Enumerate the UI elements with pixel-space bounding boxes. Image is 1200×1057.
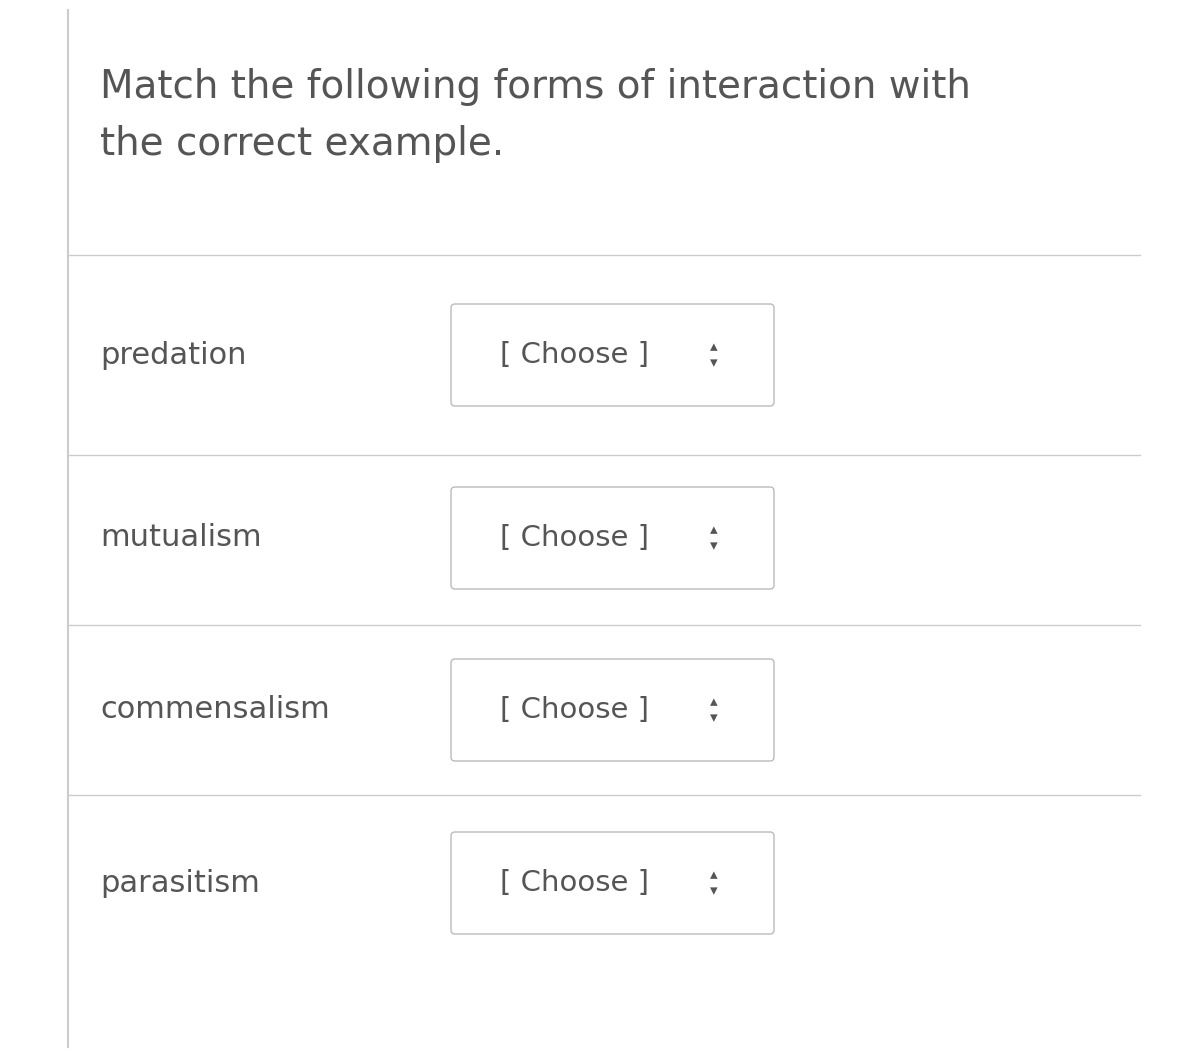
Text: Match the following forms of interaction with: Match the following forms of interaction… [100, 68, 971, 106]
Text: [ Choose ]: [ Choose ] [500, 869, 649, 897]
FancyBboxPatch shape [451, 659, 774, 761]
Text: [ Choose ]: [ Choose ] [500, 341, 649, 369]
Text: the correct example.: the correct example. [100, 125, 504, 163]
FancyBboxPatch shape [451, 487, 774, 589]
Text: ▾: ▾ [709, 710, 718, 725]
Text: ▴: ▴ [709, 868, 718, 883]
FancyBboxPatch shape [451, 304, 774, 406]
Text: ▾: ▾ [709, 884, 718, 898]
Text: [ Choose ]: [ Choose ] [500, 524, 649, 552]
Text: commensalism: commensalism [100, 696, 330, 724]
Text: ▴: ▴ [709, 694, 718, 709]
Text: mutualism: mutualism [100, 523, 262, 553]
Text: ▴: ▴ [709, 339, 718, 354]
Text: [ Choose ]: [ Choose ] [500, 696, 649, 724]
Text: ▴: ▴ [709, 522, 718, 538]
Text: ▾: ▾ [709, 538, 718, 554]
Text: predation: predation [100, 340, 246, 370]
Text: ▾: ▾ [709, 355, 718, 371]
Text: parasitism: parasitism [100, 869, 260, 897]
FancyBboxPatch shape [451, 832, 774, 934]
